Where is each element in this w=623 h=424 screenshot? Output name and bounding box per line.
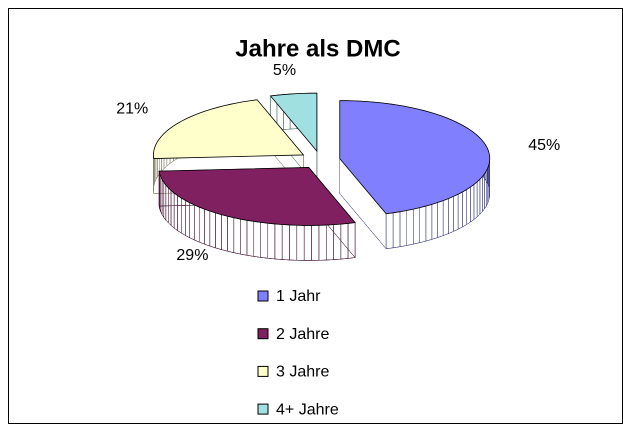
pie-slice [153, 99, 305, 194]
legend-label: 4+ Jahre [276, 401, 339, 418]
legend-swatch [257, 290, 269, 302]
legend-swatch [257, 328, 269, 340]
legend-swatch [257, 403, 269, 415]
slice-top [339, 100, 491, 215]
slice-top [158, 167, 356, 226]
legend-label: 3 Jahre [276, 364, 329, 381]
data-label: 45% [528, 137, 560, 154]
legend-swatch [257, 365, 269, 377]
legend-label: 2 Jahre [276, 326, 329, 343]
pie-slice [339, 100, 491, 250]
pie-slice [158, 166, 356, 261]
data-label: 29% [176, 247, 208, 264]
slice-top [153, 99, 305, 159]
chart-title: Jahre als DMC [235, 35, 400, 62]
legend-label: 1 Jahr [276, 288, 321, 305]
data-label: 5% [273, 62, 296, 79]
data-label: 21% [116, 101, 148, 118]
slice-top [269, 92, 318, 153]
